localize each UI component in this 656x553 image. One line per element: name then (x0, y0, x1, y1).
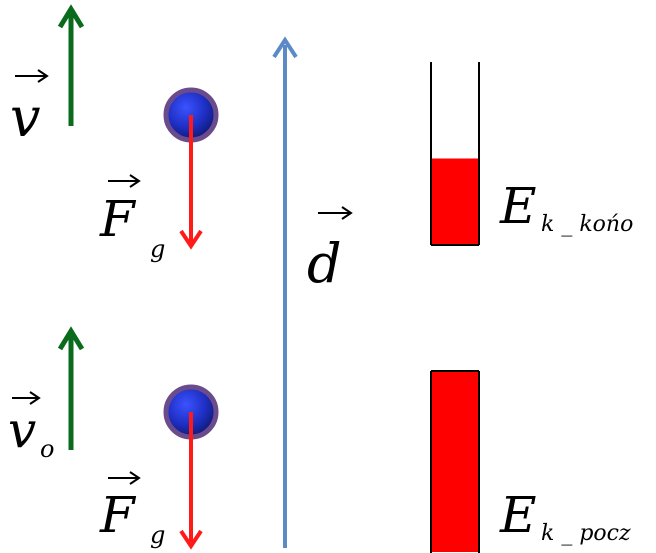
gravity-symbol-bottom: F g (99, 471, 165, 549)
energy-bar-initial-fill (432, 372, 478, 552)
energy-symbol-final: E (499, 177, 537, 235)
energy-bar-final (430, 62, 480, 246)
gravity-arrow-bottom (179, 412, 203, 550)
gravity-label-bottom: F (99, 486, 137, 544)
displacement-symbol: d (307, 206, 353, 295)
energy-bar-initial (430, 370, 480, 553)
displacement-arrow (272, 36, 298, 548)
energy-label-initial: E k _ pocz (499, 486, 631, 546)
energy-label-final: E k _ końo (499, 177, 633, 237)
velocity-symbol-top: v (10, 69, 49, 149)
velocity-label-bottom: v (8, 401, 36, 459)
energy-subscript-final: k _ końo (541, 212, 633, 237)
energy-subscript-initial: k _ pocz (541, 521, 631, 546)
gravity-subscript-bottom: g (150, 521, 165, 549)
gravity-label-top: F (99, 190, 137, 248)
velocity-symbol-bottom: v o (8, 391, 54, 463)
gravity-symbol-top: F g (99, 174, 165, 263)
velocity-subscript-bottom: o (40, 435, 54, 463)
velocity-label-top: v (10, 86, 41, 149)
gravity-subscript-top: g (150, 235, 165, 263)
velocity-arrow-bottom (57, 326, 85, 450)
energy-bar-final-fill (432, 158, 478, 244)
gravity-arrow-top (179, 115, 203, 250)
energy-symbol-initial: E (499, 486, 537, 544)
velocity-arrow-top (57, 4, 85, 126)
displacement-label: d (307, 232, 342, 295)
